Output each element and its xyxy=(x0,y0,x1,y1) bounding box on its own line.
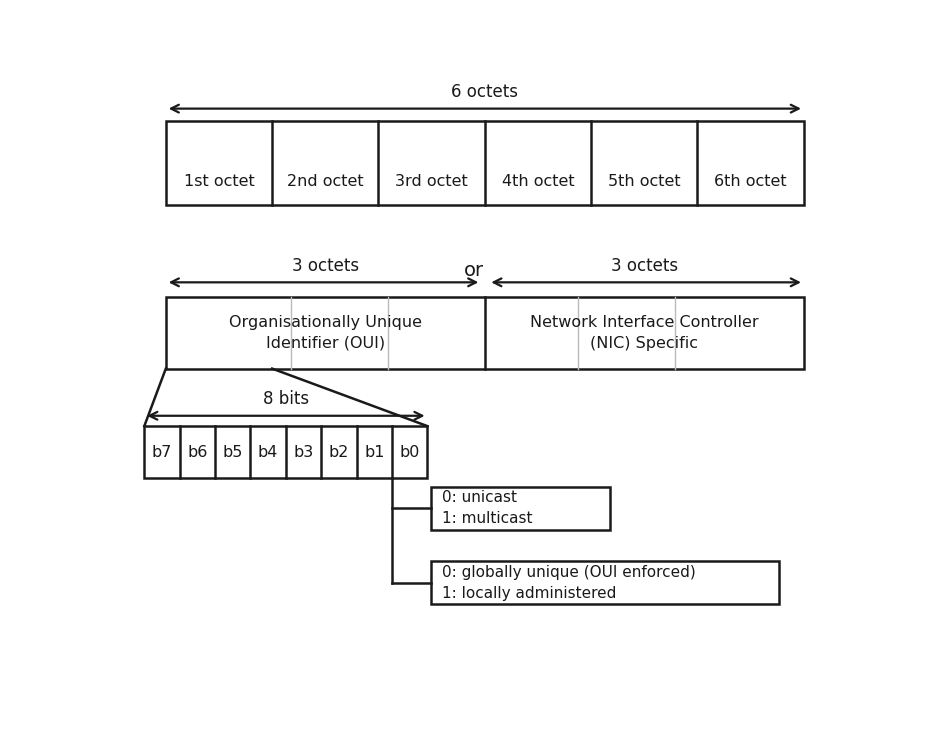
Text: 0: unicast
1: multicast: 0: unicast 1: multicast xyxy=(442,490,532,527)
Text: b2: b2 xyxy=(328,444,349,459)
Text: 1st octet: 1st octet xyxy=(183,174,254,189)
Text: b3: b3 xyxy=(293,444,314,459)
Text: 3 octets: 3 octets xyxy=(291,257,359,275)
Text: Organisationally Unique
Identifier (OUI): Organisationally Unique Identifier (OUI) xyxy=(228,314,422,350)
Text: 6th octet: 6th octet xyxy=(714,174,787,189)
Bar xyxy=(431,561,779,604)
Text: b1: b1 xyxy=(364,444,385,459)
Text: Network Interface Controller
(NIC) Specific: Network Interface Controller (NIC) Speci… xyxy=(530,314,758,350)
Bar xyxy=(431,486,610,530)
Text: 8 bits: 8 bits xyxy=(263,390,309,409)
Text: b4: b4 xyxy=(258,444,278,459)
Text: 0: globally unique (OUI enforced)
1: locally administered: 0: globally unique (OUI enforced) 1: loc… xyxy=(442,565,696,601)
Text: 5th octet: 5th octet xyxy=(608,174,681,189)
Bar xyxy=(166,121,804,205)
Text: b0: b0 xyxy=(400,444,420,459)
Bar xyxy=(166,297,804,368)
Text: b6: b6 xyxy=(187,444,207,459)
Text: b7: b7 xyxy=(152,444,172,459)
Text: 3 octets: 3 octets xyxy=(610,257,678,275)
Text: 3rd octet: 3rd octet xyxy=(395,174,468,189)
Text: 2nd octet: 2nd octet xyxy=(287,174,364,189)
Text: b5: b5 xyxy=(223,444,243,459)
Text: or: or xyxy=(464,261,484,280)
Text: 6 octets: 6 octets xyxy=(451,83,518,101)
Bar xyxy=(144,426,427,478)
Text: 4th octet: 4th octet xyxy=(501,174,574,189)
